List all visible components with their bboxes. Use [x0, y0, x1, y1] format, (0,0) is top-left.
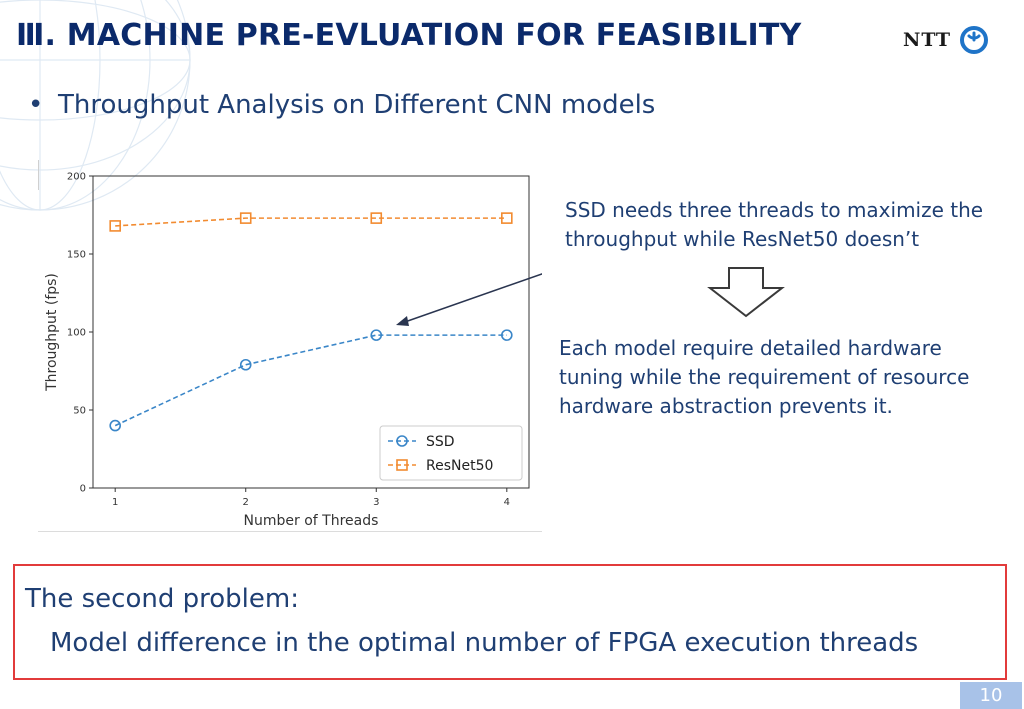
- ssd-thread-note: SSD needs three threads to maximize the …: [565, 198, 984, 251]
- data-point-resnet50: [370, 212, 383, 224]
- page-title: Ⅲ. MACHINE PRE-EVLUATION FOR FEASIBILITY: [16, 18, 802, 53]
- problem-title: The second problem:: [25, 584, 299, 614]
- problem-callout-box: The second problem: Model difference in …: [13, 564, 1007, 680]
- series-line-ssd: [114, 334, 507, 427]
- x-tick-label: 4: [504, 497, 510, 508]
- data-point-resnet50: [239, 212, 252, 224]
- legend-marker-ssd: [396, 435, 408, 447]
- bullet-dot-icon: •: [28, 90, 44, 120]
- x-tick-label: 2: [243, 497, 249, 508]
- data-point-ssd: [370, 329, 383, 341]
- annotation-arrow-line: [401, 273, 542, 324]
- legend-label-ssd: SSD: [426, 434, 455, 450]
- annotation-arrow-head-icon: [396, 316, 409, 326]
- chart-legend: [379, 425, 523, 481]
- data-point-resnet50: [109, 220, 121, 232]
- throughput-chart-svg: 1 2 3 4 0 50 100 150 200 Number of Threads Through…: [38, 160, 542, 532]
- ntt-logo-mark-icon: [959, 26, 988, 54]
- down-arrow-icon: [707, 267, 785, 318]
- series-line-resnet50: [115, 217, 507, 227]
- x-tick-label: 3: [373, 497, 379, 508]
- hardware-tuning-note: Each model require detailed hardware tun…: [559, 336, 970, 418]
- globe-watermark-icon: [0, 0, 191, 211]
- y-axis-label: Throughput (fps): [44, 273, 60, 392]
- x-axis-label: Number of Threads: [244, 513, 379, 529]
- data-point-ssd: [501, 329, 513, 341]
- bullet-item: • Throughput Analysis on Different CNN mo…: [28, 90, 655, 120]
- page-number-badge: 10: [960, 682, 1022, 709]
- data-point-ssd: [109, 419, 121, 432]
- y-tick-label: 200: [67, 172, 86, 183]
- y-tick-label: 0: [80, 484, 86, 495]
- y-tick-label: 150: [67, 250, 86, 261]
- data-point-ssd: [239, 358, 252, 371]
- x-tick-label: 1: [112, 497, 118, 508]
- y-tick-label: 50: [73, 406, 86, 417]
- data-point-resnet50: [501, 212, 513, 224]
- throughput-chart: 1 2 3 4 0 50 100 150 200 Number of Threads Through…: [38, 160, 542, 532]
- legend-marker-resnet50: [396, 459, 408, 471]
- legend-label-resnet50: ResNet50: [426, 458, 493, 474]
- ntt-logo: NTT: [903, 24, 989, 56]
- logo-text: NTT: [903, 29, 951, 51]
- bullet-text: Throughput Analysis on Different CNN mod…: [58, 90, 656, 120]
- problem-detail: Model difference in the optimal number o…: [50, 628, 919, 658]
- y-tick-label: 100: [67, 328, 86, 339]
